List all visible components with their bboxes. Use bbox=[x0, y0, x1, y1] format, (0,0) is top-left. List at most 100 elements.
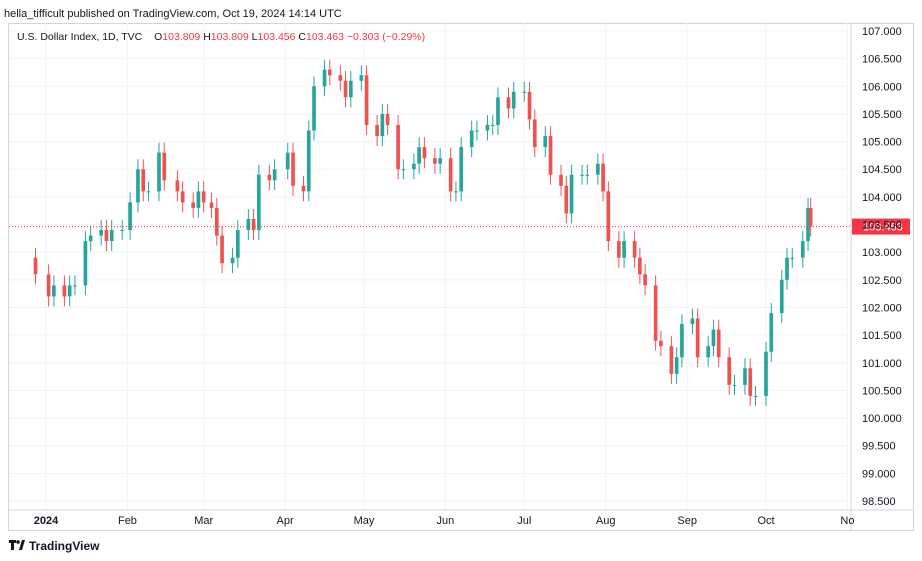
candle[interactable] bbox=[220, 225, 224, 274]
candle[interactable] bbox=[306, 120, 311, 202]
candle[interactable] bbox=[448, 148, 453, 202]
candle[interactable] bbox=[33, 247, 38, 285]
candle[interactable] bbox=[401, 159, 406, 180]
candle[interactable] bbox=[396, 115, 400, 180]
candle[interactable] bbox=[617, 231, 621, 268]
candle[interactable] bbox=[585, 164, 590, 185]
candle[interactable] bbox=[285, 142, 290, 180]
candle[interactable] bbox=[99, 220, 104, 246]
candle[interactable] bbox=[716, 319, 721, 368]
candle[interactable] bbox=[669, 336, 674, 384]
candle[interactable] bbox=[690, 308, 695, 335]
candle[interactable] bbox=[469, 120, 474, 158]
candle[interactable] bbox=[128, 192, 132, 241]
candle[interactable] bbox=[385, 103, 390, 135]
candle[interactable] bbox=[338, 65, 343, 91]
candle[interactable] bbox=[359, 65, 364, 91]
candle[interactable] bbox=[595, 153, 600, 185]
candle[interactable] bbox=[506, 87, 511, 119]
candle[interactable] bbox=[790, 247, 795, 268]
candle[interactable] bbox=[806, 197, 810, 252]
candle[interactable] bbox=[214, 197, 219, 246]
candle[interactable] bbox=[364, 65, 369, 135]
candle[interactable] bbox=[559, 164, 563, 196]
candle[interactable] bbox=[267, 164, 272, 191]
candle[interactable] bbox=[209, 192, 214, 218]
candle[interactable] bbox=[412, 153, 416, 180]
candle[interactable] bbox=[695, 308, 700, 368]
candle[interactable] bbox=[230, 247, 235, 274]
candle[interactable] bbox=[380, 103, 385, 147]
candle[interactable] bbox=[606, 181, 611, 252]
candle[interactable] bbox=[543, 126, 548, 158]
candle[interactable] bbox=[88, 225, 93, 252]
candle[interactable] bbox=[422, 137, 427, 169]
candle[interactable] bbox=[136, 159, 140, 213]
candle[interactable] bbox=[711, 319, 716, 357]
candle[interactable] bbox=[511, 81, 516, 119]
candle[interactable] bbox=[706, 336, 711, 368]
candle[interactable] bbox=[52, 275, 56, 307]
candle[interactable] bbox=[522, 81, 527, 102]
candle[interactable] bbox=[674, 347, 679, 384]
candle[interactable] bbox=[375, 115, 379, 147]
candle[interactable] bbox=[496, 87, 500, 135]
candle[interactable] bbox=[638, 247, 642, 285]
candle[interactable] bbox=[83, 231, 88, 296]
candle[interactable] bbox=[257, 164, 261, 241]
candle[interactable] bbox=[527, 81, 532, 130]
candle[interactable] bbox=[180, 181, 185, 213]
candle[interactable] bbox=[808, 197, 813, 237]
candle[interactable] bbox=[157, 142, 161, 202]
candle[interactable] bbox=[104, 220, 109, 252]
candle[interactable] bbox=[732, 374, 737, 395]
candle[interactable] bbox=[748, 358, 753, 406]
candle[interactable] bbox=[580, 164, 584, 185]
candle[interactable] bbox=[67, 275, 72, 307]
candle[interactable] bbox=[251, 209, 256, 241]
candle[interactable] bbox=[120, 220, 125, 241]
candle[interactable] bbox=[272, 159, 277, 191]
candle[interactable] bbox=[343, 70, 348, 108]
candle[interactable] bbox=[417, 137, 421, 174]
candle[interactable] bbox=[301, 175, 306, 202]
candle[interactable] bbox=[769, 303, 774, 362]
candle[interactable] bbox=[433, 148, 437, 174]
candle[interactable] bbox=[569, 164, 574, 224]
candle[interactable] bbox=[475, 120, 479, 141]
candle[interactable] bbox=[62, 275, 67, 307]
candle[interactable] bbox=[312, 76, 316, 141]
candle[interactable] bbox=[322, 59, 327, 97]
candle[interactable] bbox=[764, 341, 768, 406]
candle[interactable] bbox=[659, 330, 663, 357]
candle[interactable] bbox=[622, 231, 626, 268]
candle[interactable] bbox=[196, 181, 201, 218]
candle[interactable] bbox=[753, 385, 758, 406]
candle[interactable] bbox=[141, 159, 146, 202]
candle[interactable] bbox=[146, 181, 151, 202]
candle[interactable] bbox=[191, 192, 195, 218]
candle[interactable] bbox=[564, 175, 569, 224]
candle[interactable] bbox=[454, 181, 458, 202]
candle[interactable] bbox=[779, 269, 784, 323]
candle[interactable] bbox=[743, 358, 747, 395]
candle[interactable] bbox=[46, 264, 51, 307]
candle[interactable] bbox=[73, 275, 77, 296]
candle[interactable] bbox=[485, 115, 490, 141]
candle[interactable] bbox=[175, 170, 180, 202]
candle[interactable] bbox=[632, 231, 637, 268]
candle[interactable] bbox=[246, 209, 251, 241]
candle[interactable] bbox=[680, 314, 684, 368]
candle[interactable] bbox=[348, 70, 353, 108]
candle[interactable] bbox=[201, 181, 206, 213]
candle[interactable] bbox=[785, 247, 789, 290]
candle[interactable] bbox=[438, 148, 442, 174]
candle[interactable] bbox=[490, 115, 495, 135]
candle[interactable] bbox=[727, 347, 732, 395]
candle[interactable] bbox=[459, 137, 464, 202]
candle[interactable] bbox=[643, 264, 647, 296]
candle[interactable] bbox=[532, 109, 537, 158]
footer-brand[interactable]: TradingView bbox=[9, 539, 99, 553]
candle[interactable] bbox=[235, 220, 240, 268]
candle[interactable] bbox=[601, 153, 605, 202]
